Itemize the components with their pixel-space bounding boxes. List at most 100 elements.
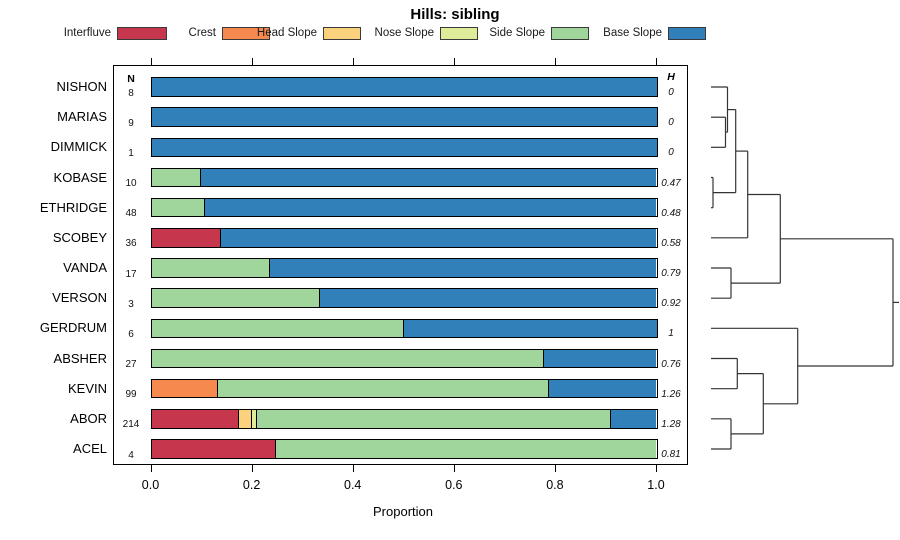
n-value: 99 bbox=[125, 389, 137, 401]
bar-segment bbox=[270, 259, 657, 277]
h-value: 1.26 bbox=[661, 388, 681, 400]
legend-label: Nose Slope bbox=[374, 27, 434, 39]
axis-tick-top bbox=[150, 58, 152, 65]
n-value: 27 bbox=[125, 359, 137, 370]
legend-swatch bbox=[323, 27, 361, 40]
legend-label: Crest bbox=[188, 27, 216, 39]
bar-segment bbox=[151, 440, 276, 458]
row-label: DIMMICK bbox=[50, 139, 107, 155]
bar-segment bbox=[151, 289, 320, 307]
n-value: 36 bbox=[125, 238, 137, 250]
row-label: KEVIN bbox=[67, 380, 107, 396]
h-value: 1.28 bbox=[661, 418, 681, 430]
bar bbox=[150, 258, 658, 278]
n-value: 3 bbox=[128, 298, 134, 310]
bar-segment bbox=[151, 78, 657, 96]
axis-tick-bottom bbox=[554, 465, 557, 472]
x-axis-label: Proportion bbox=[373, 504, 433, 519]
axis-tick-top bbox=[656, 58, 658, 65]
bar bbox=[150, 288, 658, 308]
row-label: KOBASE bbox=[53, 169, 107, 185]
axis-tick-top bbox=[554, 58, 557, 65]
bar-segment bbox=[151, 138, 657, 157]
bar bbox=[150, 378, 658, 399]
axis-tick-label: 0.2 bbox=[242, 478, 261, 492]
n-value: 214 bbox=[122, 419, 140, 431]
legend-label: Head Slope bbox=[256, 27, 317, 39]
bar-segment bbox=[200, 168, 657, 187]
row-label: VANDA bbox=[63, 260, 107, 275]
axis-tick-label: 0.6 bbox=[445, 478, 463, 492]
bar bbox=[150, 77, 658, 97]
n-column-header: N bbox=[127, 73, 135, 85]
bar bbox=[150, 137, 658, 158]
bar bbox=[150, 348, 658, 369]
legend-swatch bbox=[117, 27, 167, 40]
legend-label: Side Slope bbox=[489, 27, 545, 39]
axis-tick-label: 0.0 bbox=[141, 478, 160, 492]
h-value: 0.76 bbox=[661, 358, 681, 370]
h-value: 0.79 bbox=[661, 268, 681, 279]
axis-tick-bottom bbox=[150, 465, 152, 472]
legend-label: Base Slope bbox=[603, 27, 662, 39]
n-value: 8 bbox=[128, 87, 134, 99]
bar-segment bbox=[151, 108, 657, 126]
axis-tick-bottom bbox=[453, 465, 455, 472]
row-label: ABSHER bbox=[53, 350, 107, 366]
n-value: 6 bbox=[128, 328, 134, 340]
bar-segment bbox=[151, 168, 201, 187]
bar-segment bbox=[151, 349, 545, 368]
n-value: 9 bbox=[128, 117, 134, 129]
axis-tick-bottom bbox=[251, 465, 253, 472]
row-label: MARIAS bbox=[57, 109, 107, 125]
row-label: GERDRUM bbox=[39, 320, 107, 336]
row-label: VERSON bbox=[52, 290, 107, 306]
bar-segment bbox=[151, 410, 240, 428]
h-value: 0 bbox=[668, 117, 674, 129]
n-value: 4 bbox=[128, 449, 134, 461]
h-column-header: H bbox=[667, 71, 675, 83]
row-label: SCOBEY bbox=[52, 229, 107, 245]
bar-segment bbox=[251, 410, 257, 428]
h-value: 0.47 bbox=[661, 177, 681, 189]
n-value: 17 bbox=[125, 268, 137, 280]
page-title: Hills: sibling bbox=[410, 6, 500, 23]
legend-label: Interfluve bbox=[63, 27, 111, 39]
bar bbox=[150, 167, 658, 188]
axis-tick-top bbox=[251, 58, 253, 65]
bar-segment bbox=[319, 289, 657, 307]
legend-swatch bbox=[668, 27, 706, 40]
bar-segment bbox=[239, 410, 252, 428]
n-value: 48 bbox=[125, 208, 137, 220]
h-value: 0 bbox=[668, 147, 674, 159]
row-label: ACEL bbox=[73, 441, 107, 456]
legend-swatch bbox=[222, 27, 270, 40]
bar-segment bbox=[217, 379, 550, 398]
bar bbox=[150, 318, 658, 339]
h-value: 1 bbox=[668, 328, 674, 340]
bar-segment bbox=[151, 319, 404, 338]
bar bbox=[150, 439, 658, 459]
h-value: 0.92 bbox=[661, 298, 681, 310]
bar-segment bbox=[220, 229, 657, 247]
bar-segment bbox=[151, 229, 221, 247]
bar bbox=[150, 228, 658, 248]
axis-tick-bottom bbox=[656, 465, 658, 472]
axis-tick-top bbox=[352, 58, 354, 65]
bar-segment bbox=[275, 440, 657, 458]
bar bbox=[150, 409, 658, 429]
axis-tick-label: 1.0 bbox=[647, 478, 665, 492]
axis-tick-top bbox=[453, 58, 455, 65]
h-value: 0 bbox=[668, 87, 674, 98]
h-value: 0.58 bbox=[661, 237, 681, 249]
h-value: 0.48 bbox=[661, 207, 681, 219]
bar-segment bbox=[549, 379, 657, 398]
n-value: 10 bbox=[125, 178, 137, 189]
n-value: 1 bbox=[128, 147, 134, 159]
bar-segment bbox=[610, 410, 657, 428]
legend: Interfluve Crest Head Slope Nose Slope Side … bbox=[0, 27, 900, 41]
row-label: NISHON bbox=[56, 79, 107, 94]
bar-segment bbox=[544, 349, 657, 368]
bar-segment bbox=[151, 379, 218, 398]
